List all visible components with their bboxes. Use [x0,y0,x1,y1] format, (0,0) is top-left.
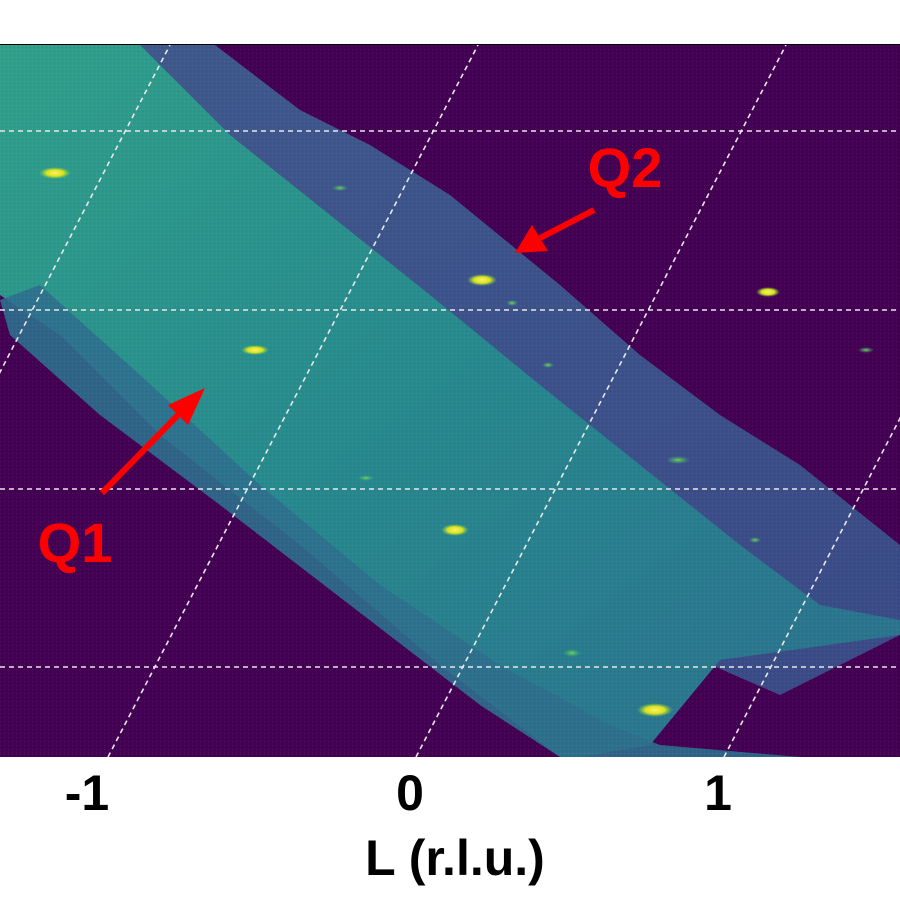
q2-arrow [515,207,596,253]
q2-label: Q2 [588,136,663,199]
bragg-peak [506,300,518,306]
plot-area: Q1 Q2 [0,45,900,757]
x-tick-label: 0 [396,765,424,821]
bragg-peak [332,185,348,191]
bragg-peak [441,524,469,536]
x-tick-label: 1 [704,765,732,821]
bragg-peak [563,649,581,657]
bragg-peaks [39,167,874,717]
bragg-peak [542,362,554,368]
bragg-peak [637,703,673,717]
x-tick-label: -1 [64,765,110,821]
q1-label: Q1 [38,511,113,574]
bragg-peak [467,274,497,286]
grid-line-slanted [0,45,171,374]
bragg-peak [666,456,690,464]
bragg-peak [756,287,780,297]
bragg-peak [358,475,374,481]
bragg-peak [749,537,761,543]
grid-line-slanted [415,45,787,757]
bragg-peak [241,345,269,355]
q1-arrow [99,388,205,496]
x-axis-label: L (r.l.u.) [365,830,545,886]
bragg-peak [858,347,874,353]
grid-lines [0,45,900,757]
heatmap-svg: Q1 Q2 [0,45,900,757]
bragg-peak [39,167,71,179]
grid-line-slanted [107,45,479,757]
